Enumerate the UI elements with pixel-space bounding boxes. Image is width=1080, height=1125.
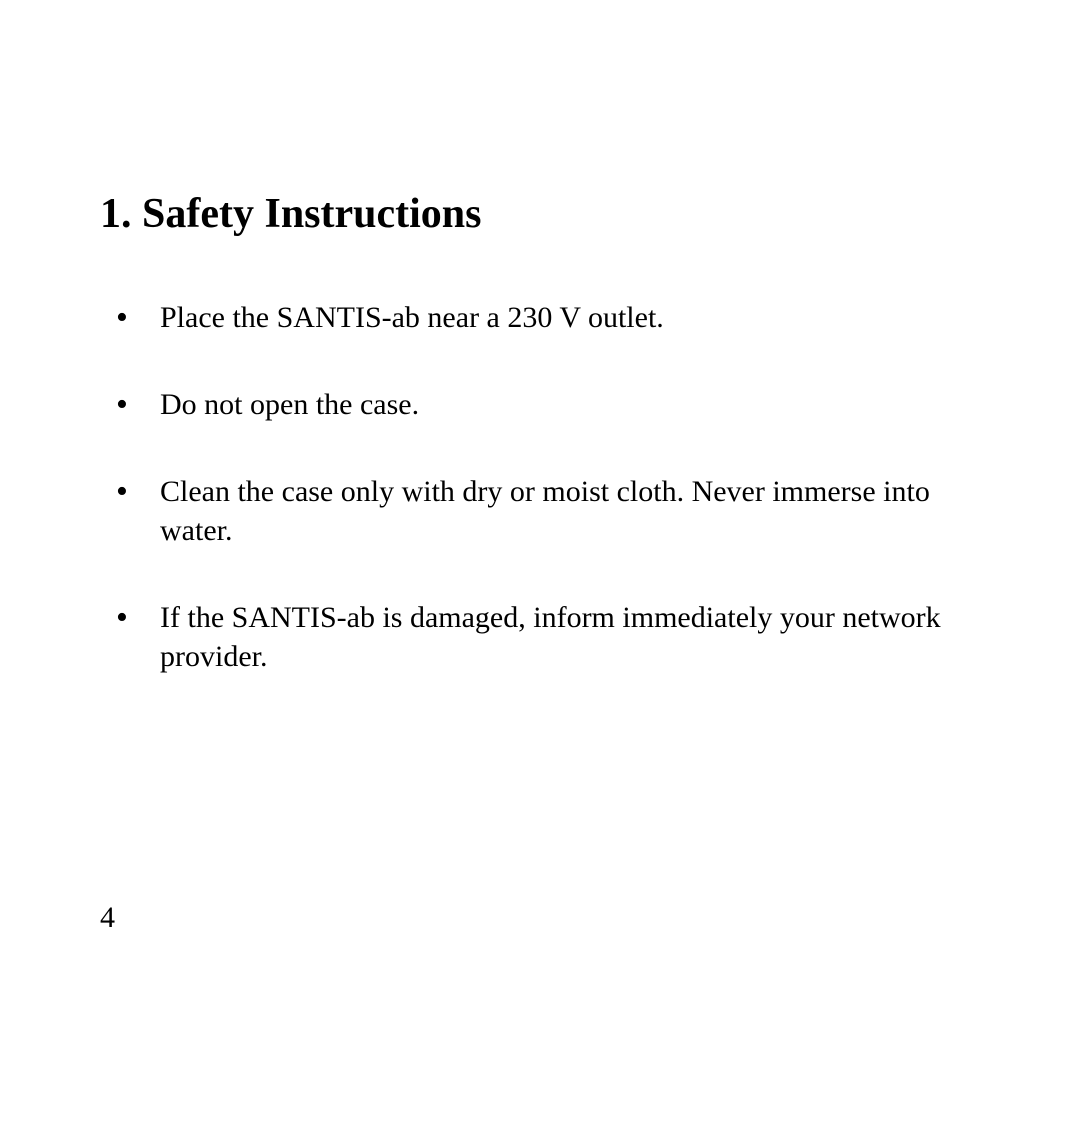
list-item: If the SANTIS-ab is damaged, inform imme…	[160, 598, 980, 676]
list-item: Clean the case only with dry or moist cl…	[160, 472, 980, 550]
section-heading: 1. Safety Instructions	[100, 190, 980, 238]
list-item: Do not open the case.	[160, 385, 980, 424]
list-item: Place the SANTIS-ab near a 230 V outlet.	[160, 298, 980, 337]
safety-bullet-list: Place the SANTIS-ab near a 230 V outlet.…	[100, 298, 980, 676]
page-number: 4	[100, 901, 115, 935]
